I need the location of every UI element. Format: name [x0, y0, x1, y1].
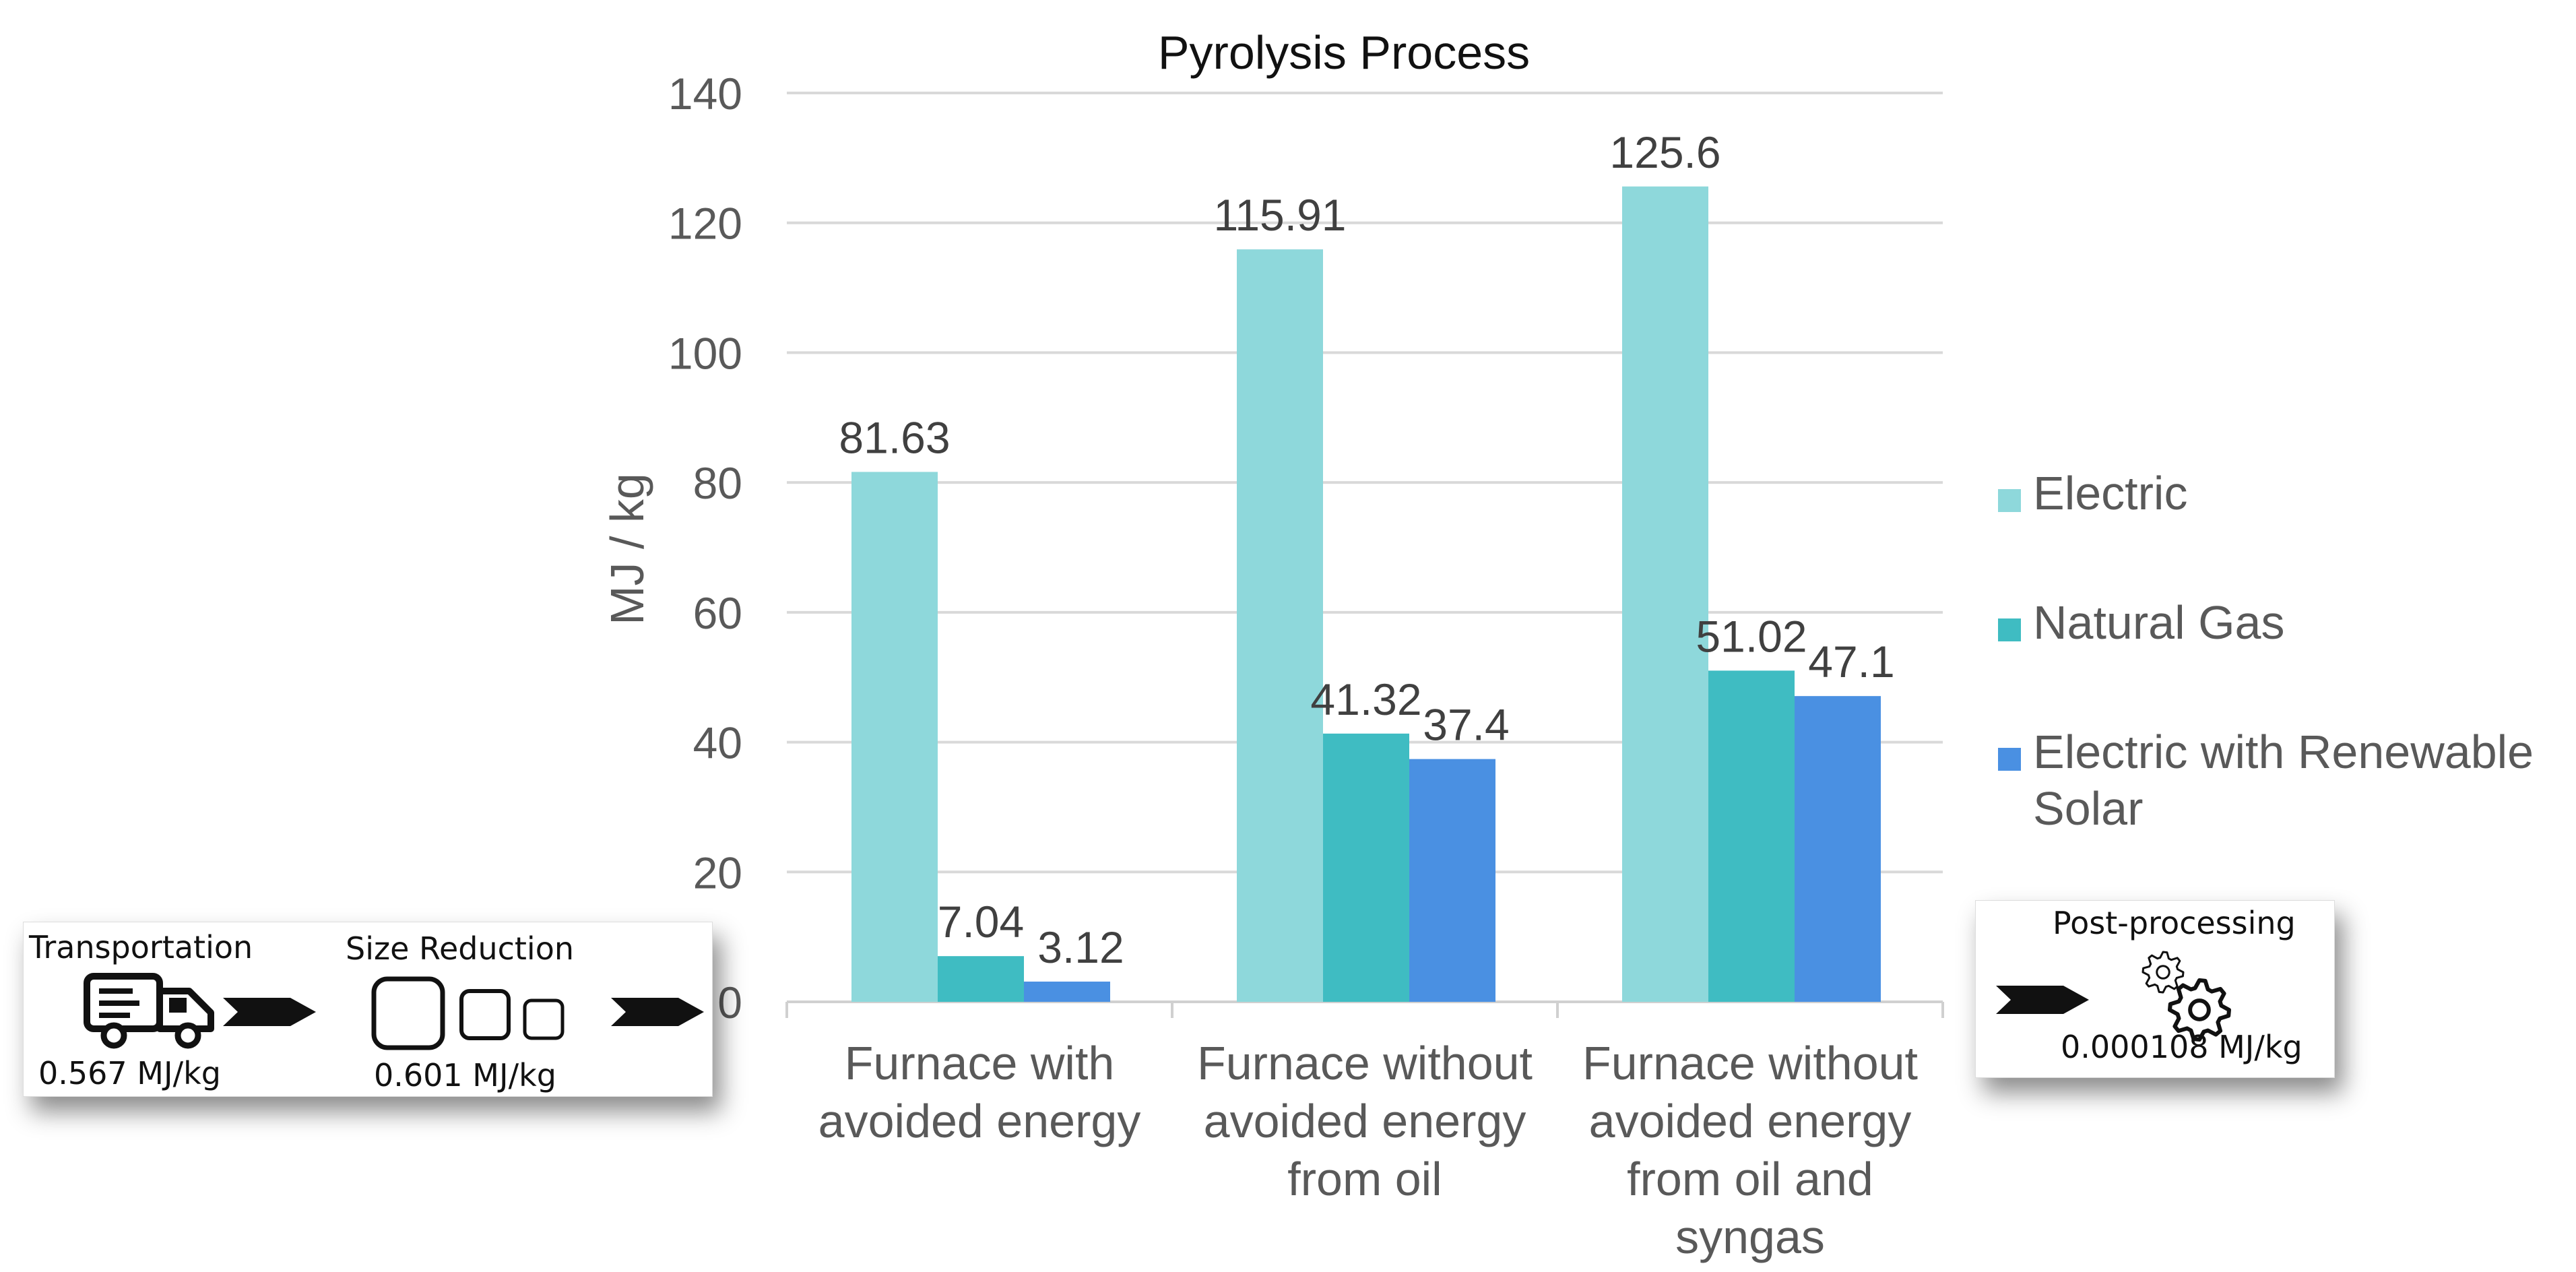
arrow-icon: [1996, 986, 2089, 1014]
transportation-value: 0.567 MJ/kg: [38, 1055, 221, 1091]
gear-icon: [2168, 978, 2231, 1042]
x-tick-label: avoided energy: [1204, 1095, 1526, 1147]
data-label: 7.04: [938, 897, 1024, 947]
gear-icon: [2142, 951, 2185, 994]
x-tick-label: from oil and: [1627, 1153, 1873, 1205]
x-tick-label: Furnace without: [1197, 1037, 1533, 1089]
bar: [1024, 981, 1110, 1002]
y-tick-label: 60: [693, 588, 742, 638]
gears-icon: [2142, 951, 2231, 1042]
truck-icon: [84, 973, 214, 1049]
x-tick-labels: Furnace with avoided energy Furnace withou…: [818, 1037, 1918, 1263]
bar: [851, 472, 938, 1002]
data-label: 3.12: [1037, 922, 1124, 972]
gear-hub: [2188, 998, 2211, 1021]
bar: [1622, 186, 1708, 1002]
size-reduction-value: 0.601 MJ/kg: [374, 1057, 556, 1093]
data-label: 115.91: [1214, 190, 1347, 240]
bars: [851, 186, 1881, 1002]
size-reduction-label: Size Reduction: [346, 930, 575, 967]
x-tick-label: Furnace without: [1582, 1037, 1918, 1089]
x-tick-label: syngas: [1675, 1211, 1825, 1263]
post-processing-label: Post-processing: [2053, 905, 2296, 941]
y-tick-label: 100: [668, 328, 742, 378]
legend-swatch: [1998, 748, 2021, 771]
bar: [1409, 759, 1495, 1002]
data-label: 47.1: [1808, 637, 1894, 687]
y-tick-label: 120: [668, 199, 742, 249]
y-tick-label: 20: [693, 848, 742, 897]
x-tick-label: avoided energy: [1589, 1095, 1912, 1147]
y-tick-label: 80: [693, 458, 742, 508]
x-tick-label: from oil: [1287, 1153, 1442, 1205]
process-panel-right: Post-processing 0.000108 MJ/kg: [1975, 900, 2335, 1078]
data-label: 37.4: [1423, 700, 1509, 750]
squares-icon: [371, 976, 565, 1050]
bar: [1708, 670, 1795, 1002]
bar: [1323, 733, 1409, 1002]
legend: Electric Natural Gas Electric with Renewab…: [1998, 467, 2534, 835]
gear-hub: [2156, 965, 2170, 980]
data-label: 81.63: [839, 412, 950, 462]
transportation-label: Transportation: [29, 929, 253, 965]
process-panel-left: Transportation Size Reduction 0.567 MJ/k…: [23, 922, 713, 1097]
arrow-icon: [223, 998, 316, 1026]
legend-label: Electric with Renewable: [2033, 726, 2534, 778]
bar: [1237, 249, 1323, 1002]
post-processing-value: 0.000108 MJ/kg: [2061, 1029, 2303, 1065]
x-tick-label: Furnace with: [845, 1037, 1115, 1089]
legend-label: Natural Gas: [2033, 596, 2284, 649]
y-axis-label: MJ / kg: [601, 473, 653, 625]
data-label: 41.32: [1310, 674, 1421, 724]
legend-swatch: [1998, 618, 2021, 641]
chart-title: Pyrolysis Process: [1158, 26, 1530, 79]
bar: [1795, 696, 1881, 1002]
y-tick-label: 140: [668, 69, 742, 119]
y-tick-label: 0: [717, 978, 742, 1027]
data-label: 51.02: [1696, 611, 1807, 661]
y-tick-label: 40: [693, 718, 742, 768]
x-tick-label: avoided energy: [818, 1095, 1141, 1147]
arrow-icon: [611, 998, 704, 1026]
data-label: 125.6: [1609, 127, 1720, 177]
legend-swatch: [1998, 489, 2021, 512]
gridlines: [785, 92, 1944, 1018]
legend-label: Electric: [2033, 467, 2187, 519]
bar: [938, 956, 1024, 1002]
legend-label: Solar: [2033, 782, 2143, 835]
y-tick-labels: 0 20 40 60 80 100 120 140: [668, 69, 742, 1027]
